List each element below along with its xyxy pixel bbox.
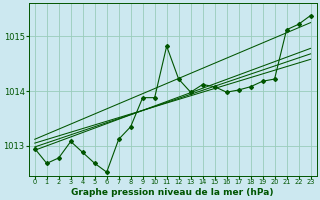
X-axis label: Graphe pression niveau de la mer (hPa): Graphe pression niveau de la mer (hPa) <box>71 188 274 197</box>
